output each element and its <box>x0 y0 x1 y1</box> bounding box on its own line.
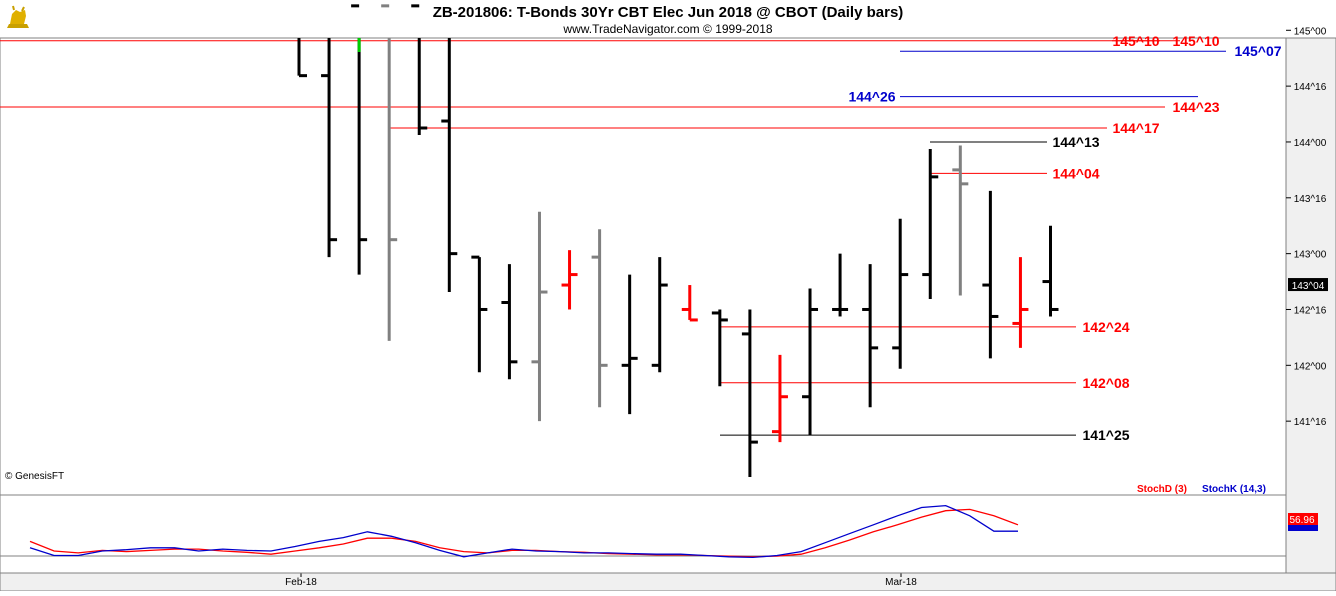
stoch-value-label: 56.96 <box>1289 515 1314 526</box>
price-tick-label: 145^00 <box>1294 26 1327 37</box>
level-label: 144^13 <box>1052 134 1099 150</box>
chart-subtitle: www.TradeNavigator.com © 1999-2018 <box>562 22 772 36</box>
logo-icon <box>4 4 32 32</box>
price-tick-label: 143^00 <box>1294 250 1327 261</box>
stoch-k-value-box <box>1288 525 1318 531</box>
stoch-value-box <box>1288 513 1318 525</box>
level-label: 144^23 <box>1172 99 1219 115</box>
price-tick-label: 144^16 <box>1294 82 1327 93</box>
stoch-plot-frame <box>0 494 1287 574</box>
level-label: 144^04 <box>1052 165 1099 181</box>
price-tick-label: 142^00 <box>1294 361 1327 372</box>
watermark: © GenesisFT <box>5 471 64 482</box>
date-axis-panel <box>0 572 1336 592</box>
level-label: 142^08 <box>1082 375 1129 391</box>
level-label: 145^07 <box>1234 43 1281 59</box>
current-price-label: 143^04 <box>1292 281 1325 292</box>
stoch-d-legend: StochD (3) <box>1137 484 1187 495</box>
stoch-panel: StochD (3) StochK (14,3) 56.96 <box>0 484 1318 574</box>
level-label: 141^25 <box>1082 427 1129 443</box>
level-label: 144^26 <box>848 89 895 105</box>
price-tick-label: 142^16 <box>1294 305 1327 316</box>
price-axis-panel <box>1285 37 1336 574</box>
level-label: 144^17 <box>1112 120 1159 136</box>
price-tick-label: 144^00 <box>1294 138 1327 149</box>
level-label: 142^24 <box>1082 319 1129 335</box>
stoch-k-line <box>29 504 1018 559</box>
level-label: 145^10 <box>1172 33 1219 49</box>
chart-title: ZB-201806: T-Bonds 30Yr CBT Elec Jun 201… <box>433 4 904 21</box>
stoch-k-legend: StochK (14,3) <box>1202 484 1266 495</box>
price-tick-label: 143^16 <box>1294 194 1327 205</box>
date-tick-label: Mar-18 <box>885 577 917 588</box>
date-tick-label: Feb-18 <box>285 577 317 588</box>
current-price-box <box>1288 278 1328 292</box>
price-tick-label: 141^16 <box>1294 417 1327 428</box>
